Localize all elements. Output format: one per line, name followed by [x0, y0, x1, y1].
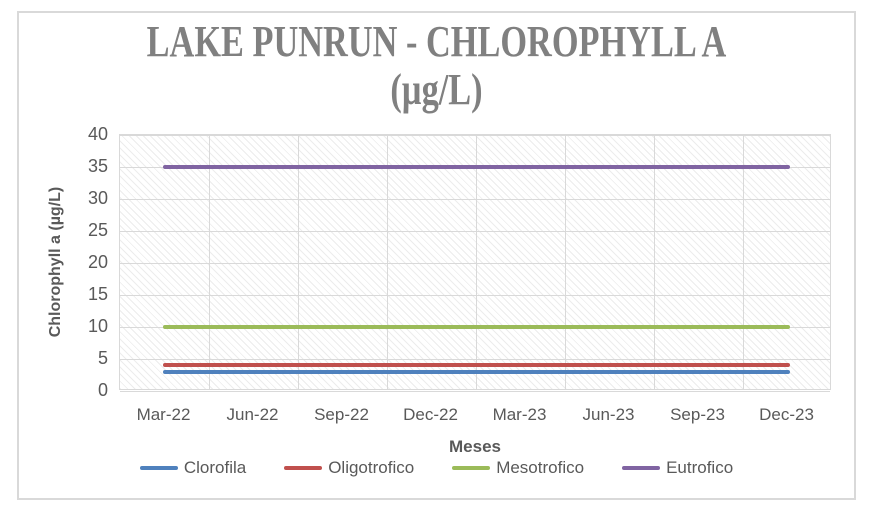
y-tick-label: 30 [87, 188, 108, 208]
legend-swatch-clorofila [139, 466, 178, 470]
gridline-vertical [475, 135, 477, 389]
y-tick-label: 0 [97, 380, 108, 400]
legend-item-clorofila[interactable]: Clorofila [139, 458, 247, 478]
gridline-vertical [653, 135, 655, 389]
legend-swatch-eutrofico [622, 466, 661, 470]
series-line-oligotrofico[interactable] [162, 363, 790, 368]
chart-title-line-1: LAKE PUNRUN - CHLOROPHYLL A [146, 17, 727, 66]
x-tick-label: Dec-23 [759, 405, 814, 424]
legend-label-mesotrofico: Mesotrofico [496, 458, 585, 477]
y-tick-label: 20 [87, 252, 108, 272]
x-tick-label: Jun-22 [226, 405, 279, 424]
gridline-horizontal [120, 390, 830, 392]
y-tick-label: 5 [97, 348, 108, 368]
gridline-horizontal [120, 294, 830, 296]
gridline-vertical [208, 135, 210, 389]
y-tick-label: 35 [87, 156, 108, 176]
y-tick-label: 10 [87, 316, 108, 336]
legend-label-oligotrofico: Oligotrofico [328, 458, 415, 477]
gridline-vertical [297, 135, 299, 389]
x-tick-label: Sep-22 [314, 405, 369, 424]
legend-item-eutrofico[interactable]: Eutrofico [622, 458, 733, 478]
x-tick-label: Sep-23 [670, 405, 725, 424]
gridline-vertical [386, 135, 388, 389]
legend-label-clorofila: Clorofila [183, 458, 247, 477]
x-tick-label: Dec-22 [403, 405, 458, 424]
gridline-horizontal [120, 198, 830, 200]
y-tick-label: 15 [87, 284, 108, 304]
gridline-horizontal [120, 358, 830, 360]
chart-title-line-2: (µg/L) [390, 65, 483, 114]
x-tick-label: Jun-23 [582, 405, 635, 424]
series-line-mesotrofico[interactable] [162, 325, 790, 329]
chart-legend: Clorofila Oligotrofico Mesotrofico Eutrofic… [17, 458, 856, 478]
gridline-vertical [742, 135, 744, 389]
plot-area [119, 134, 831, 392]
x-tick-label: Mar-22 [136, 405, 191, 424]
gridline-horizontal [120, 230, 830, 232]
legend-swatch-oligotrofico [284, 466, 323, 470]
legend-label-eutrofico: Eutrofico [666, 458, 734, 477]
legend-swatch-mesotrofico [452, 466, 491, 470]
y-tick-label: 25 [87, 220, 108, 240]
series-line-clorofila[interactable] [162, 369, 790, 374]
legend-item-mesotrofico[interactable]: Mesotrofico [452, 458, 584, 478]
gridline-vertical [564, 135, 566, 389]
gridline-horizontal [120, 262, 830, 264]
y-tick-label: 40 [87, 124, 108, 144]
gridline-horizontal [120, 134, 830, 136]
x-axis-title: Meses [449, 437, 501, 456]
series-line-eutrofico[interactable] [162, 165, 790, 169]
chart-title: LAKE PUNRUN - CHLOROPHYLL A (µg/L) [109, 18, 763, 114]
x-tick-label: Mar-23 [492, 405, 547, 424]
legend-item-oligotrofico[interactable]: Oligotrofico [284, 458, 414, 478]
